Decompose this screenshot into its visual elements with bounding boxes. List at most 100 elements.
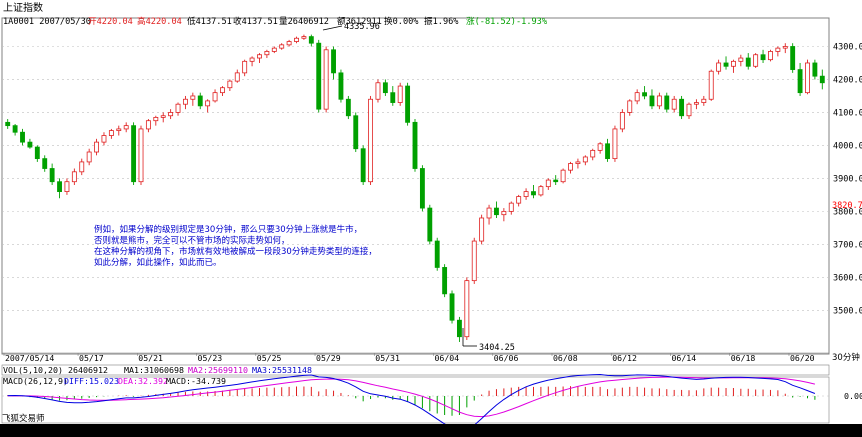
vol-ma2: MA2:25699110 xyxy=(188,365,248,375)
candle-body xyxy=(494,207,499,216)
macd-diff: DIFF:15.023 xyxy=(64,376,119,386)
candle-body xyxy=(716,62,722,72)
candle-body xyxy=(627,100,633,113)
candle-body xyxy=(656,95,662,107)
candle-body xyxy=(516,196,522,204)
candle-body xyxy=(101,135,107,143)
candle-body xyxy=(168,112,174,117)
candle-body xyxy=(94,141,100,153)
candle-body xyxy=(730,60,736,67)
candle-body xyxy=(775,47,781,52)
candle-body xyxy=(249,57,255,62)
candle-body xyxy=(116,128,122,131)
candle-body xyxy=(553,179,559,183)
candle-body xyxy=(227,80,233,89)
x-tick-label: 06/18 xyxy=(731,353,756,363)
candle-body xyxy=(145,120,151,130)
candle-body xyxy=(34,146,40,160)
candle-body xyxy=(242,60,248,74)
candle-body xyxy=(686,103,692,117)
y-tick-label: 3800.0 xyxy=(833,207,862,217)
candle-body xyxy=(701,98,707,103)
candle-body xyxy=(434,240,440,268)
annotation-line-4: 如此分解，如此操作，如此而已。 xyxy=(94,257,222,268)
x-tick-label: 05/21 xyxy=(138,353,163,363)
candle-body xyxy=(419,168,425,209)
y-tick-label: 3500.0 xyxy=(833,306,862,316)
candle-body xyxy=(86,151,92,163)
candle-body xyxy=(286,41,292,46)
volume-legend: VOL(5,10,20) 26406912 MA1:31060698 MA2:2… xyxy=(3,365,312,375)
candle-body xyxy=(634,92,640,102)
candle-body xyxy=(568,163,573,171)
candle-body xyxy=(301,36,307,39)
high-value: 高4220.04 xyxy=(137,15,182,27)
candle-body xyxy=(257,54,262,59)
index-title: 上证指数 xyxy=(3,1,43,14)
volume-panel-frame xyxy=(1,364,830,376)
candle-body xyxy=(753,54,759,67)
candle-body xyxy=(679,98,685,117)
candle-body xyxy=(390,92,396,103)
candle-body xyxy=(131,125,137,183)
x-tick-label: 05/31 xyxy=(375,353,400,363)
candle-body xyxy=(12,125,18,133)
annotation-line-1: 例如，如果分解的级别规定是30分钟，那么只要30分钟上涨就是牛市， xyxy=(94,224,362,235)
x-tick-label: 06/14 xyxy=(671,353,696,363)
candle-body xyxy=(220,87,225,94)
y-tick-label: 3700.0 xyxy=(833,240,862,250)
candle-body xyxy=(345,98,351,117)
quote-bar: 1A0001 2007/05/30 开4220.04 高4220.04 低413… xyxy=(3,15,548,27)
candle-body xyxy=(197,95,203,107)
candle-body xyxy=(5,121,11,127)
macd-dea: DEA:32.392 xyxy=(118,376,168,386)
date-axis: 2007/05/14 05/17 05/21 05/23 05/25 05/29 05/31… xyxy=(2,352,829,363)
candle-body xyxy=(471,240,477,282)
macd-diff-line xyxy=(7,373,816,432)
candle-body xyxy=(279,44,285,49)
candle-body xyxy=(508,202,514,212)
candle-body xyxy=(442,267,448,295)
candle-body xyxy=(294,37,299,42)
candle-body xyxy=(523,191,529,197)
candle-body xyxy=(738,57,744,62)
peak-marker-line xyxy=(322,25,343,31)
candle-body xyxy=(538,186,544,196)
candle-body xyxy=(405,85,411,123)
candle-body xyxy=(360,148,366,183)
candle-body xyxy=(123,125,129,130)
candle-body xyxy=(353,115,359,150)
candle-body xyxy=(42,158,48,169)
candle-body xyxy=(160,115,166,118)
candle-body xyxy=(805,62,810,94)
amount-value: 额3612911 xyxy=(337,15,382,27)
candle-body xyxy=(486,207,492,219)
candle-body xyxy=(397,85,403,103)
macd-legend: MACD(26,12,9) DIFF:15.023 DEA:32.392 MAC… xyxy=(3,376,226,386)
candle-body xyxy=(597,143,603,151)
candle-body xyxy=(323,49,329,110)
candle-body xyxy=(693,102,699,105)
candle-body xyxy=(271,47,277,52)
candle-body xyxy=(316,42,322,110)
candle-body xyxy=(545,179,551,188)
candle-body xyxy=(190,95,196,100)
x-tick-label: 06/20 xyxy=(790,353,815,363)
volume-value: 量26406912 xyxy=(279,16,329,27)
candle-body xyxy=(205,100,211,107)
candle-body xyxy=(57,181,62,192)
candle-body xyxy=(175,103,181,113)
annotation-line-2: 否则就是熊市，完全可以不管市场的实际走势如何， xyxy=(94,235,290,246)
candle-body xyxy=(605,143,610,160)
candlestick-series xyxy=(5,34,825,342)
candle-body xyxy=(708,70,714,100)
candle-body xyxy=(782,46,788,49)
annotation-text: 例如，如果分解的级别规定是30分钟，那么只要30分钟上涨就是牛市， 否则就是熊市… xyxy=(94,224,377,268)
code-date: 1A0001 2007/05/30 xyxy=(3,17,91,27)
candle-body xyxy=(790,46,796,70)
candle-body xyxy=(760,54,766,61)
macd-histogram xyxy=(2,373,829,432)
candle-body xyxy=(212,92,218,102)
candle-body xyxy=(182,98,188,105)
candle-body xyxy=(575,161,581,164)
